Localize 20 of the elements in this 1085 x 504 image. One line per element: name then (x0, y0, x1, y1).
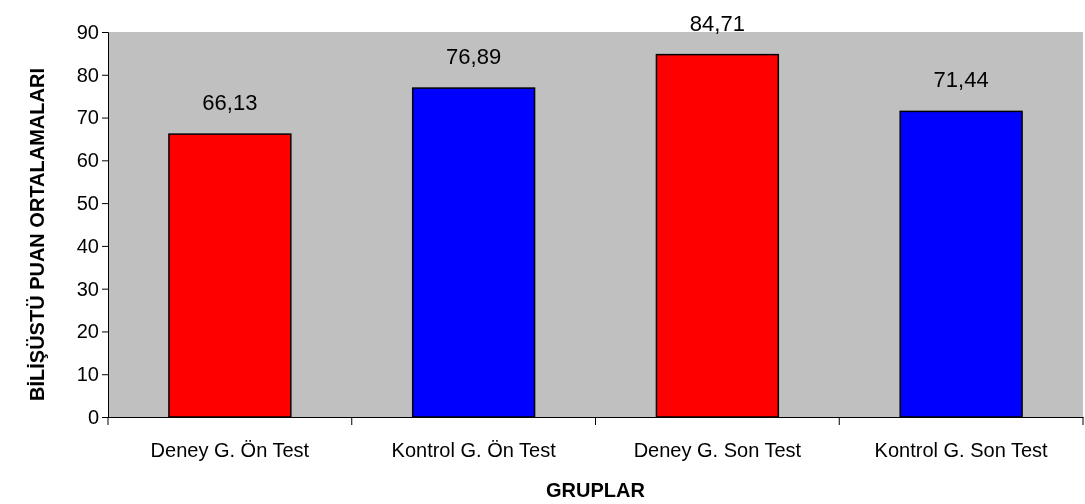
x-tick-label: Deney G. Son Test (633, 439, 802, 462)
x-tick-label: Deney G. Ön Test (150, 439, 310, 462)
y-tick-label: 50 (76, 192, 99, 215)
y-tick-label: 90 (76, 20, 99, 43)
x-tick-label: Kontrol G. Son Test (874, 439, 1049, 462)
x-tick-label: Kontrol G. Ön Test (391, 439, 557, 462)
data-label: 66,13 (202, 90, 258, 116)
y-tick-label: 0 (87, 405, 99, 428)
y-tick-label: 60 (76, 149, 99, 172)
data-label: 84,71 (689, 10, 745, 36)
data-label: 76,89 (446, 44, 502, 70)
y-tick-label: 40 (76, 234, 99, 257)
y-tick-label: 30 (76, 277, 99, 300)
y-tick-label: 10 (76, 363, 99, 386)
y-tick-label: 70 (76, 106, 99, 129)
x-axis-title: GRUPLAR (546, 479, 646, 501)
y-axis-title: BİLİŞÜSTÜ PUAN ORTALAMALARI (26, 68, 48, 401)
data-label: 71,44 (933, 67, 989, 93)
y-tick-label: 20 (76, 320, 99, 343)
y-tick-label: 80 (76, 63, 99, 86)
